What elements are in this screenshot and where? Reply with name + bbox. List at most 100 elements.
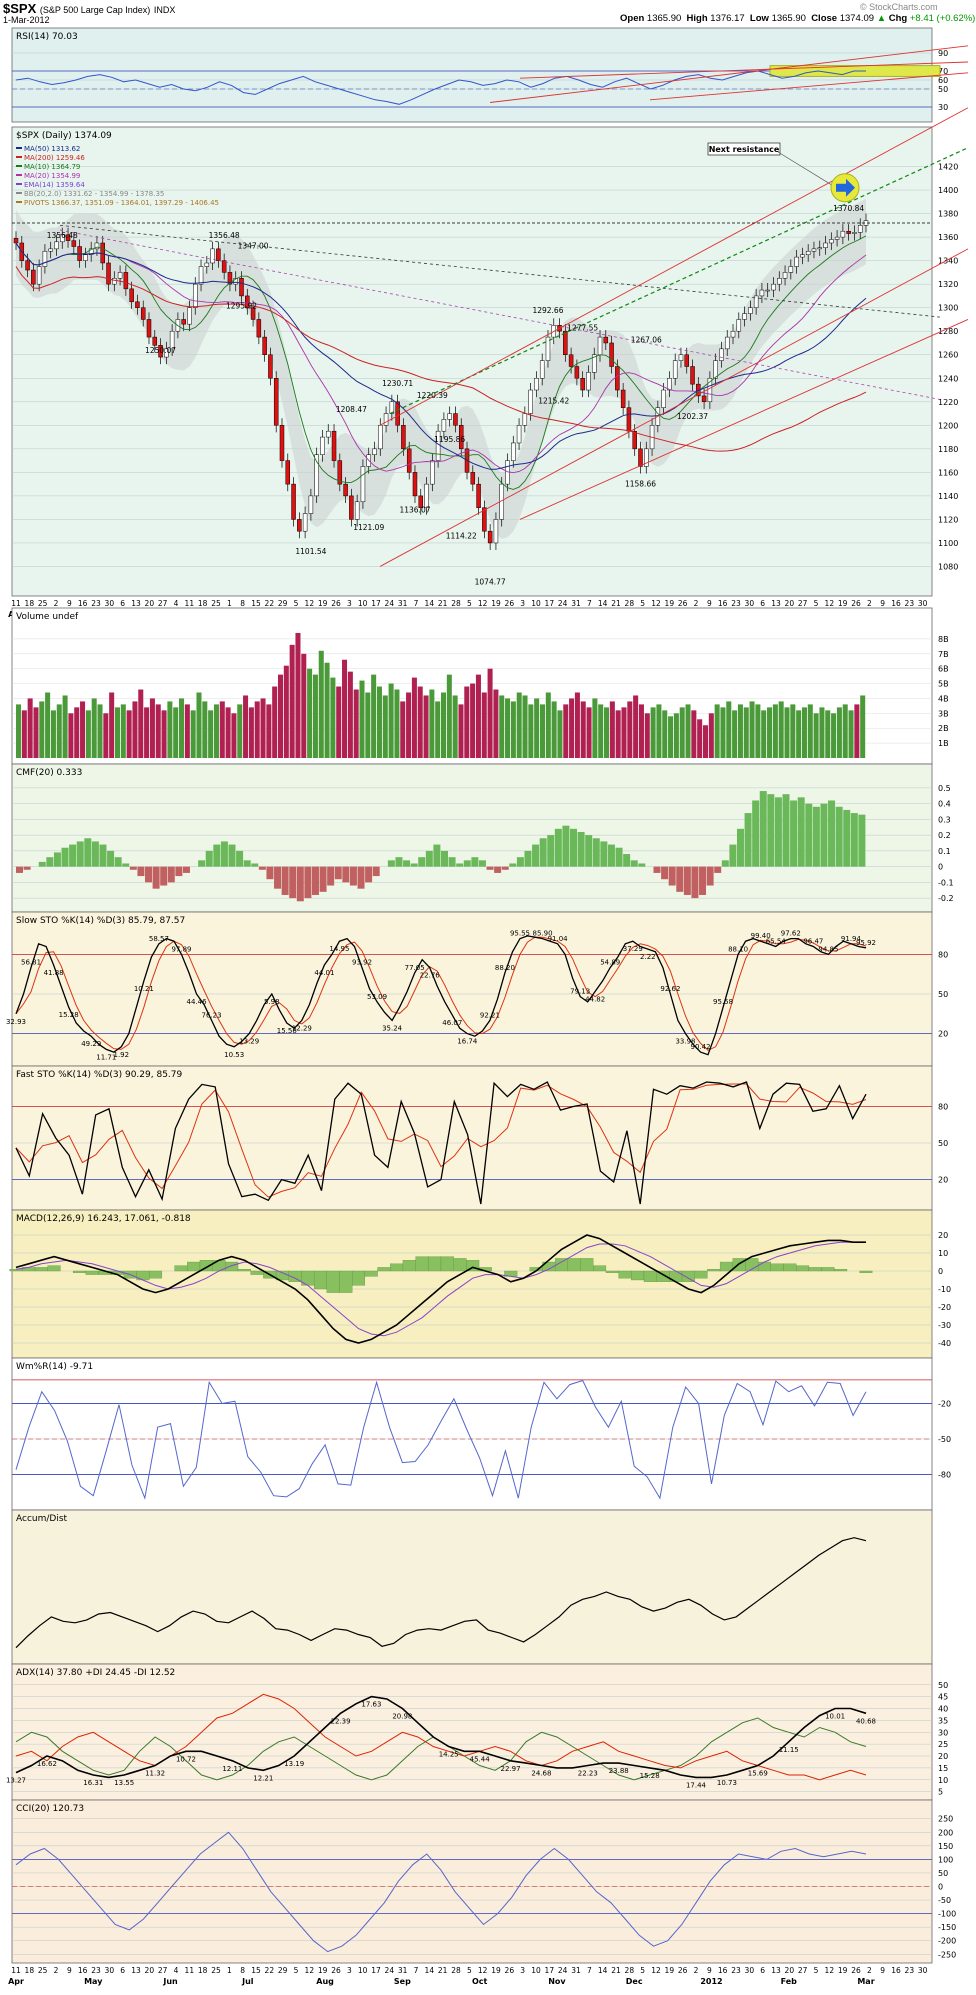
cmf-bar <box>661 866 669 880</box>
candle-body <box>724 336 730 350</box>
candle-body <box>800 254 805 258</box>
willr-title: Wm%R(14) -9.71 <box>16 1362 93 1372</box>
slowsto-label: 56.81 <box>21 959 41 967</box>
volume-tick-label: 2B <box>938 724 949 733</box>
x-day-tick: 21 <box>438 1966 448 1975</box>
volume-bar <box>539 704 545 758</box>
cmf-bar <box>319 866 327 892</box>
volume-bar <box>33 707 39 758</box>
candle-body <box>817 247 822 250</box>
accum-dist-line <box>15 1537 867 1649</box>
volume-bar <box>359 680 365 758</box>
x-day-tick: 26 <box>331 599 341 608</box>
cmf-bar <box>721 860 729 867</box>
slowsto-label: 35.24 <box>382 1024 403 1032</box>
x-day-tick: 5 <box>814 1966 819 1975</box>
candle-body <box>597 336 603 355</box>
cmf-bar <box>274 866 282 889</box>
volume-bar <box>557 710 563 758</box>
candle-body <box>383 413 389 426</box>
x-month-label: Jun <box>162 1977 178 1986</box>
candle-body <box>430 460 435 485</box>
x-day-tick: 16 <box>891 1966 901 1975</box>
adx-label: 10.72 <box>176 1755 196 1763</box>
x-day-tick: 9 <box>880 599 885 608</box>
x-day-tick: 13 <box>771 1966 781 1975</box>
volume-bar <box>691 710 697 758</box>
volume-tick-label: 7B <box>938 650 949 659</box>
x-day-tick: 30 <box>745 599 755 608</box>
resistance-annotation: Next resistance <box>709 145 780 154</box>
x-day-tick: 3 <box>347 599 352 608</box>
volume-bar <box>85 710 91 758</box>
candle-body <box>250 307 256 320</box>
price-label: 1136.07 <box>399 506 430 515</box>
x-day-tick: 29 <box>278 599 288 608</box>
x-day-tick: 26 <box>505 1966 515 1975</box>
price-tick-label: 1140 <box>938 492 958 501</box>
x-day-tick: 19 <box>318 599 328 608</box>
cci-tick-label: 0 <box>938 1883 943 1892</box>
candle-body <box>626 407 632 432</box>
cmf-bar <box>418 857 426 867</box>
candle-body <box>829 239 834 244</box>
adx-label: 16.31 <box>83 1779 103 1787</box>
volume-bar <box>505 698 511 758</box>
right-arrow-icon <box>836 178 855 197</box>
legend-swatch <box>16 147 22 149</box>
legend-entry: BB(20,2.0) 1331.62 - 1354.99 - 1378.35 <box>24 190 164 198</box>
volume-bar <box>394 689 400 758</box>
macd-histogram-bar <box>9 1269 23 1272</box>
macd-tick-label: 0 <box>938 1267 943 1276</box>
price-tick-label: 1120 <box>938 515 958 524</box>
x-day-tick: 5 <box>294 599 299 608</box>
cmf-bar <box>706 866 714 886</box>
legend-entry: MA(10) 1364.79 <box>24 163 80 171</box>
cmf-bar <box>145 866 153 883</box>
faststo-title: Fast STO %K(14) %D(3) 90.29, 85.79 <box>16 1070 183 1080</box>
candle-body <box>42 250 48 267</box>
macd-histogram-bar <box>631 1270 645 1281</box>
candle-body <box>794 256 799 267</box>
cci-tick-label: 150 <box>938 1842 953 1851</box>
candle-body <box>273 378 279 426</box>
volume-bar <box>27 698 33 758</box>
x-day-tick: 12 <box>305 599 315 608</box>
legend-entry: MA(20) 1354.99 <box>24 172 80 180</box>
volume-bar <box>114 707 120 758</box>
volume-bar <box>74 707 80 758</box>
adx-label: 14.25 <box>439 1751 459 1759</box>
macd-histogram-bar <box>707 1269 721 1272</box>
cmf-bar <box>152 866 160 889</box>
volume-bar <box>743 707 749 758</box>
x-day-tick: 25 <box>211 1966 221 1975</box>
candle-body <box>586 372 591 391</box>
slowsto-label: 44.01 <box>314 969 334 977</box>
volume-bar <box>586 707 592 758</box>
volume-bar <box>16 704 22 758</box>
x-day-tick: 23 <box>731 1966 741 1975</box>
volume-tick-label: 5B <box>938 680 949 689</box>
candle-body <box>412 472 418 497</box>
candle-body <box>753 295 759 308</box>
macd-histogram-bar <box>326 1270 340 1293</box>
x-day-tick: 5 <box>467 599 472 608</box>
volume-bar <box>254 701 260 758</box>
cmf-bar <box>114 857 122 867</box>
volume-bar <box>435 701 441 758</box>
x-day-tick: 14 <box>425 599 435 608</box>
macd-histogram-bar <box>643 1270 657 1282</box>
price-tick-label: 1420 <box>938 163 958 172</box>
candle-body <box>690 366 695 385</box>
volume-bar <box>825 710 831 758</box>
ma10-line <box>15 235 867 490</box>
cmf-bar <box>752 800 760 867</box>
price-label: 1220.39 <box>417 391 448 400</box>
volume-bar <box>243 695 249 758</box>
x-day-tick: 28 <box>625 1966 635 1975</box>
x-day-tick: 12 <box>305 1966 315 1975</box>
adx-tick-label: 45 <box>938 1693 948 1702</box>
cmf-bar <box>797 797 805 867</box>
cmf-bar <box>767 794 775 867</box>
candle-body <box>389 401 395 414</box>
